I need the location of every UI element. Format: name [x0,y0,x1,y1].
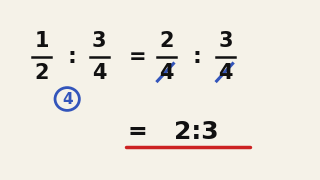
Text: 4: 4 [218,63,233,83]
Text: 3: 3 [218,31,233,51]
Text: =: = [129,47,147,67]
Text: 2:3: 2:3 [174,120,219,144]
Text: 1: 1 [34,31,49,51]
Text: 4: 4 [62,91,73,107]
Text: 3: 3 [92,31,107,51]
Text: 2: 2 [159,31,174,51]
Text: 4: 4 [92,63,107,83]
Text: :: : [192,47,201,67]
Text: 2: 2 [34,63,49,83]
Text: =: = [128,120,148,144]
Text: 4: 4 [159,63,174,83]
Text: :: : [68,47,76,67]
